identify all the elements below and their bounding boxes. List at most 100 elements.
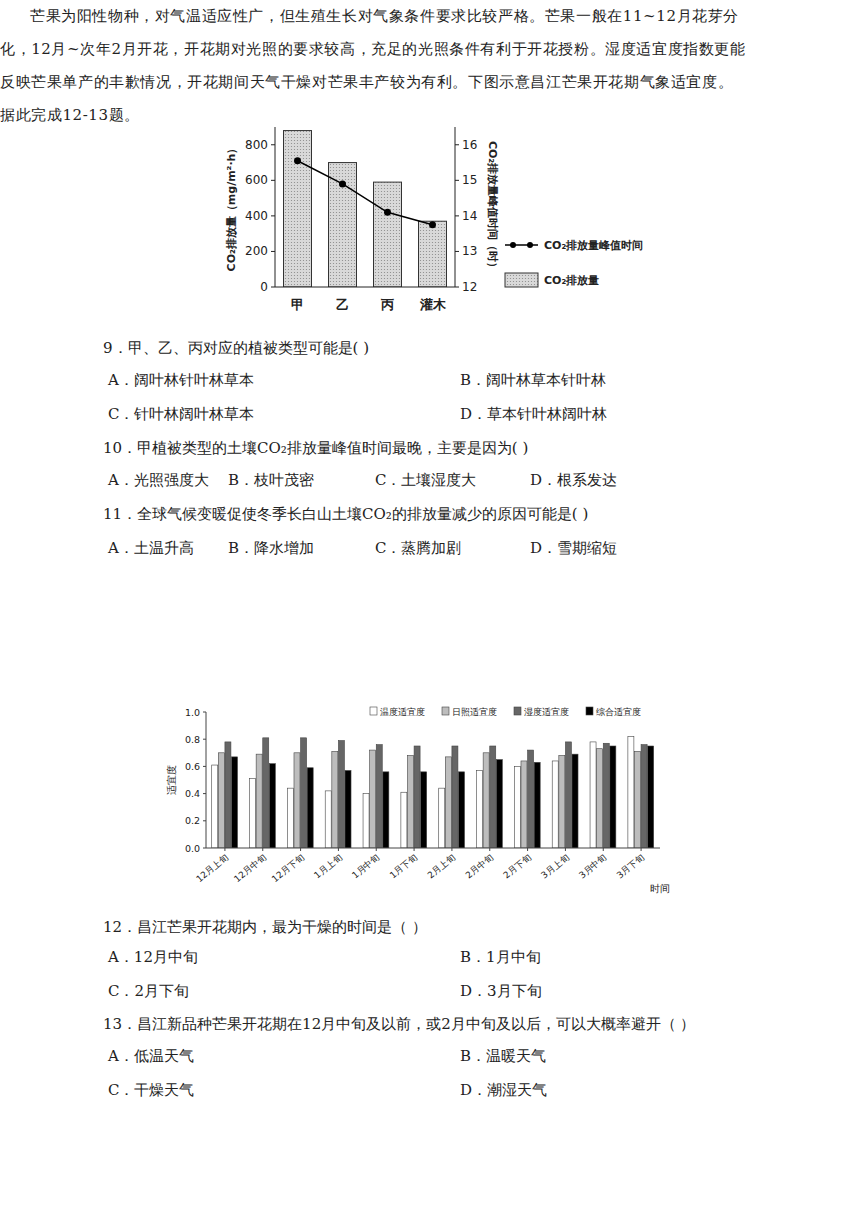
bar — [477, 770, 483, 848]
y2-tick-label: 16 — [462, 138, 477, 152]
bar — [363, 794, 369, 848]
bar — [294, 753, 300, 848]
marker — [294, 157, 301, 164]
legend-label: 温度适宜度 — [380, 707, 425, 717]
legend-label: 湿度适宜度 — [524, 707, 569, 717]
option: D．草本针叶林阔叶林 — [460, 404, 607, 424]
x-tick — [565, 848, 566, 851]
marker — [384, 209, 391, 216]
marker — [339, 180, 346, 187]
bar — [552, 761, 558, 848]
y-tick-label: 400 — [245, 209, 268, 223]
option: D．3月下旬 — [460, 981, 542, 1001]
x-tick-label: 2月下旬 — [501, 852, 533, 881]
x-tick-label: 1月下旬 — [388, 852, 420, 881]
bar — [597, 749, 603, 848]
legend-swatch — [514, 707, 521, 715]
x-tick — [489, 848, 490, 851]
option: B．温暖天气 — [460, 1046, 546, 1066]
option: B．枝叶茂密 — [228, 470, 314, 490]
legend-label: CO₂排放量 — [544, 274, 599, 287]
bar — [218, 753, 224, 848]
x-tick-label: 2月上旬 — [426, 852, 458, 881]
bar — [572, 754, 578, 848]
bar — [407, 756, 413, 848]
bar — [610, 746, 616, 848]
x-tick-label: 12月下旬 — [270, 852, 306, 884]
legend-swatch — [586, 707, 593, 715]
y-tick — [203, 766, 206, 767]
bar — [421, 772, 427, 848]
x-axis — [275, 287, 455, 288]
y-tick-label: 0 — [260, 280, 268, 294]
x-tick-label: 2月中旬 — [464, 852, 496, 881]
y-tick — [271, 180, 275, 181]
y-tick — [203, 820, 206, 821]
x-axis — [206, 848, 660, 849]
option: A．土温升高 — [108, 538, 194, 558]
question-stem: 9．甲、乙、丙对应的植被类型可能是( ) — [103, 338, 369, 358]
option: C．干燥天气 — [108, 1080, 194, 1100]
x-tick — [451, 848, 452, 851]
bar — [269, 764, 275, 848]
bar — [590, 742, 596, 848]
bar — [263, 738, 269, 848]
bar — [301, 738, 307, 848]
y-tick — [271, 251, 275, 252]
y-tick — [203, 712, 206, 713]
y2-tick — [455, 180, 459, 181]
x-tick-label: 3月中旬 — [577, 852, 609, 881]
option: A．12月中旬 — [108, 947, 198, 967]
x-tick — [224, 848, 225, 851]
option: C．土壤湿度大 — [375, 470, 476, 490]
y-axis-label: 适宜度 — [166, 765, 177, 795]
x-axis-label: 时间 — [650, 883, 670, 894]
bar — [332, 751, 338, 848]
bar — [284, 131, 312, 287]
x-tick-label: 12月中旬 — [232, 852, 268, 884]
x-tick-label: 12月上旬 — [194, 852, 230, 884]
bar — [419, 221, 447, 287]
bar — [528, 750, 534, 848]
bar — [329, 163, 357, 287]
y2-tick-label: 13 — [462, 244, 477, 258]
bar — [534, 762, 540, 848]
option: C．2月下旬 — [108, 981, 189, 1001]
legend-label: CO₂排放量峰值时间 — [544, 239, 643, 252]
question-stem: 11．全球气候变暖促使冬季长白山土壤CO₂的排放量减少的原因可能是( ) — [103, 504, 588, 524]
y-tick — [271, 287, 275, 288]
x-tick — [300, 848, 301, 851]
y-tick-label: 1.0 — [185, 707, 200, 718]
x-tick-label: 3月下旬 — [615, 852, 647, 881]
x-tick-label: 丙 — [380, 297, 394, 312]
bar — [452, 746, 458, 848]
option: D．根系发达 — [530, 470, 617, 490]
legend-label: 综合适宜度 — [596, 707, 641, 717]
question-stem: 10．甲植被类型的土壤CO₂排放量峰值时间最晚，主要是因为( ) — [103, 438, 528, 458]
x-tick-label: 乙 — [336, 297, 349, 312]
bar — [603, 743, 609, 848]
y-tick-label: 0.2 — [185, 815, 200, 826]
bar — [565, 742, 571, 848]
y-tick — [203, 793, 206, 794]
bar — [383, 772, 389, 848]
bar — [514, 766, 520, 848]
legend-swatch — [505, 273, 538, 287]
x-tick — [262, 848, 263, 851]
y-tick-label: 0.8 — [185, 734, 200, 745]
bar — [414, 746, 420, 848]
y2-tick — [455, 251, 459, 252]
y2-tick-label: 12 — [462, 280, 477, 294]
option: B．降水增加 — [228, 538, 314, 558]
legend-swatch — [370, 707, 377, 715]
bar — [483, 753, 489, 848]
x-tick — [527, 848, 528, 851]
x-tick-label: 3月上旬 — [539, 852, 571, 881]
y-axis-label: CO₂排放量（mg/m²·h） — [225, 143, 238, 272]
legend-marker — [527, 242, 533, 248]
y2-tick — [455, 287, 459, 288]
y-axis — [275, 127, 276, 287]
x-tick-label: 1月上旬 — [312, 852, 344, 881]
y-axis — [206, 712, 207, 848]
y-tick — [203, 739, 206, 740]
